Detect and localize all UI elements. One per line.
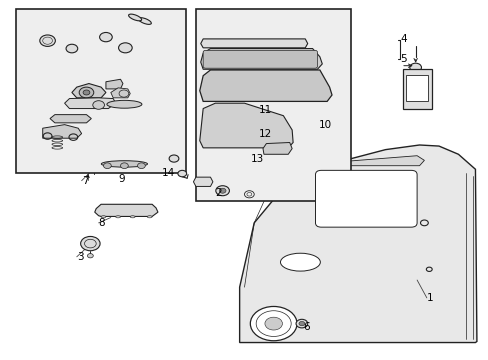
Circle shape xyxy=(100,32,112,42)
Text: 9: 9 xyxy=(118,174,124,184)
Text: 4: 4 xyxy=(399,34,406,44)
Circle shape xyxy=(219,188,225,193)
Ellipse shape xyxy=(101,161,147,167)
Polygon shape xyxy=(200,70,331,102)
Circle shape xyxy=(215,186,229,196)
Circle shape xyxy=(264,317,282,330)
Circle shape xyxy=(81,237,100,251)
Bar xyxy=(406,75,427,102)
Polygon shape xyxy=(193,177,212,186)
Circle shape xyxy=(178,170,186,177)
Polygon shape xyxy=(72,84,106,98)
Text: 5: 5 xyxy=(399,54,406,64)
Ellipse shape xyxy=(130,216,135,218)
Circle shape xyxy=(295,319,307,328)
Text: 1: 1 xyxy=(426,293,432,303)
Ellipse shape xyxy=(128,14,142,21)
Text: 10: 10 xyxy=(318,120,331,130)
Text: 12: 12 xyxy=(259,129,272,139)
Circle shape xyxy=(137,163,145,168)
Polygon shape xyxy=(42,125,81,138)
Circle shape xyxy=(40,35,55,46)
Polygon shape xyxy=(201,39,307,48)
Ellipse shape xyxy=(101,216,106,218)
Polygon shape xyxy=(95,204,158,216)
FancyBboxPatch shape xyxy=(203,50,317,68)
Text: 8: 8 xyxy=(99,218,105,228)
Circle shape xyxy=(79,87,94,98)
Text: 11: 11 xyxy=(259,105,272,115)
FancyBboxPatch shape xyxy=(315,170,416,227)
Circle shape xyxy=(120,163,128,168)
Ellipse shape xyxy=(107,100,142,108)
Polygon shape xyxy=(307,156,424,166)
Text: 14: 14 xyxy=(162,168,175,178)
Text: 7: 7 xyxy=(81,176,88,186)
Bar xyxy=(402,69,431,109)
Polygon shape xyxy=(106,79,122,89)
Circle shape xyxy=(169,155,179,162)
Circle shape xyxy=(118,43,132,53)
Ellipse shape xyxy=(147,216,152,218)
Text: 6: 6 xyxy=(302,322,309,332)
Circle shape xyxy=(298,321,304,326)
Circle shape xyxy=(83,90,90,95)
Text: 2: 2 xyxy=(215,188,222,198)
Ellipse shape xyxy=(138,18,151,24)
Text: 13: 13 xyxy=(250,154,263,163)
Ellipse shape xyxy=(280,253,320,271)
Polygon shape xyxy=(263,143,291,154)
Circle shape xyxy=(87,253,93,258)
Text: 3: 3 xyxy=(77,252,83,262)
Bar xyxy=(196,9,351,202)
Polygon shape xyxy=(111,88,130,98)
Polygon shape xyxy=(50,114,91,123)
Polygon shape xyxy=(201,49,322,69)
Polygon shape xyxy=(239,145,476,342)
Circle shape xyxy=(93,101,104,109)
Polygon shape xyxy=(200,103,292,148)
Circle shape xyxy=(250,306,296,341)
Ellipse shape xyxy=(116,216,120,218)
Circle shape xyxy=(103,163,111,168)
Polygon shape xyxy=(96,105,152,164)
Bar xyxy=(16,9,186,173)
Circle shape xyxy=(409,63,421,72)
Polygon shape xyxy=(64,98,116,109)
Circle shape xyxy=(66,44,78,53)
